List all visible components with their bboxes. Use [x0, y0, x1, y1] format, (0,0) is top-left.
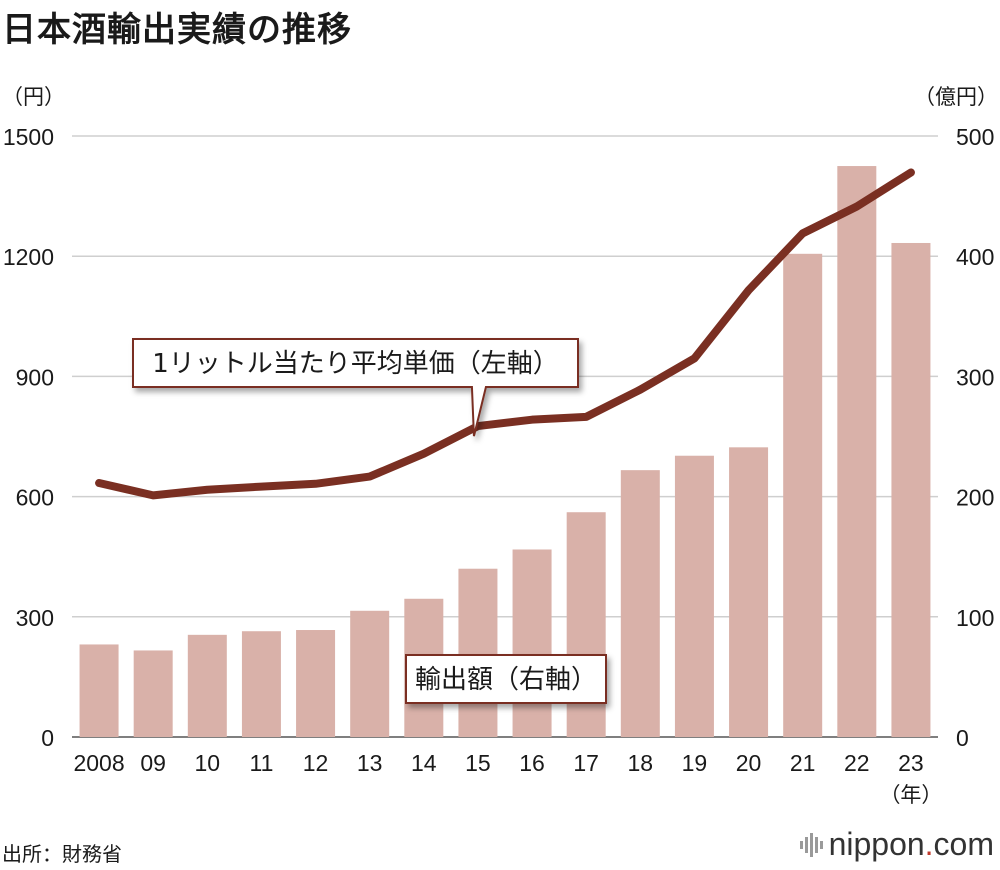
bar	[187, 634, 227, 737]
line-series	[95, 168, 915, 500]
x-tick-label: 17	[573, 750, 599, 776]
right-tick-label: 200	[956, 485, 994, 511]
left-tick-label: 900	[16, 364, 54, 390]
logo-mark-icon	[799, 832, 823, 857]
bar	[350, 610, 390, 737]
x-tick-label: 2008	[73, 750, 124, 776]
nippon-logo: nippon. com	[799, 826, 994, 863]
bar	[837, 166, 877, 738]
axes: 0 0 300 100 600 200 900 300 1200 400 1500 500 （円） （億円…	[2, 85, 998, 807]
bar	[512, 549, 552, 737]
bar	[891, 242, 931, 737]
x-tick-label: 19	[682, 750, 708, 776]
bar	[241, 631, 281, 737]
bar	[674, 455, 714, 737]
bar	[458, 568, 498, 737]
line-series-callout	[132, 338, 579, 437]
bar	[620, 470, 660, 737]
right-tick-label: 500	[956, 124, 994, 150]
bar	[133, 650, 173, 737]
right-tick-label: 0	[956, 725, 969, 751]
source-note: 出所：財務省	[2, 842, 122, 866]
x-tick-label: 20	[736, 750, 762, 776]
x-tick-label: 16	[519, 750, 545, 776]
x-tick-label: 18	[628, 750, 654, 776]
logo-tld: com	[933, 826, 994, 862]
x-tick-label: 21	[790, 750, 816, 776]
bar	[296, 630, 336, 737]
bar-series-callout	[405, 654, 607, 704]
bar	[729, 447, 769, 737]
right-tick-label: 100	[956, 605, 994, 631]
chart-title: 日本酒輸出実績の推移	[2, 10, 352, 50]
x-tick-label: 10	[195, 750, 221, 776]
x-tick-label: 23	[898, 750, 924, 776]
right-tick-label: 300	[956, 364, 994, 390]
logo-brand: nippon	[828, 826, 925, 862]
line-series-label: 1リットル当たり平均単価（左軸）	[152, 349, 559, 379]
left-tick-label: 1200	[3, 244, 54, 270]
bar-series	[79, 166, 931, 738]
left-tick-label: 1500	[3, 124, 54, 150]
price-line	[95, 168, 915, 500]
left-tick-label: 0	[41, 725, 54, 751]
x-tick-label: 15	[465, 750, 491, 776]
right-axis-unit: （億円）	[914, 85, 998, 109]
left-tick-label: 300	[16, 605, 54, 631]
bar	[79, 644, 119, 737]
right-tick-label: 400	[956, 244, 994, 270]
x-tick-label: 11	[249, 750, 273, 776]
x-tick-label: 13	[357, 750, 383, 776]
left-tick-label: 600	[16, 485, 54, 511]
x-axis-unit: （年）	[879, 783, 942, 807]
x-tick-label: 14	[411, 750, 437, 776]
callouts: 1リットル当たり平均単価（左軸） 輸出額（右軸）	[132, 338, 607, 704]
x-tick-label: 22	[844, 750, 870, 776]
left-axis-unit: （円）	[2, 85, 65, 109]
x-tick-label: 09	[140, 750, 166, 776]
x-tick-label: 12	[303, 750, 329, 776]
bar	[783, 253, 823, 737]
bar-series-label: 輸出額（右軸）	[415, 665, 597, 695]
logo-dot: .	[924, 826, 934, 862]
